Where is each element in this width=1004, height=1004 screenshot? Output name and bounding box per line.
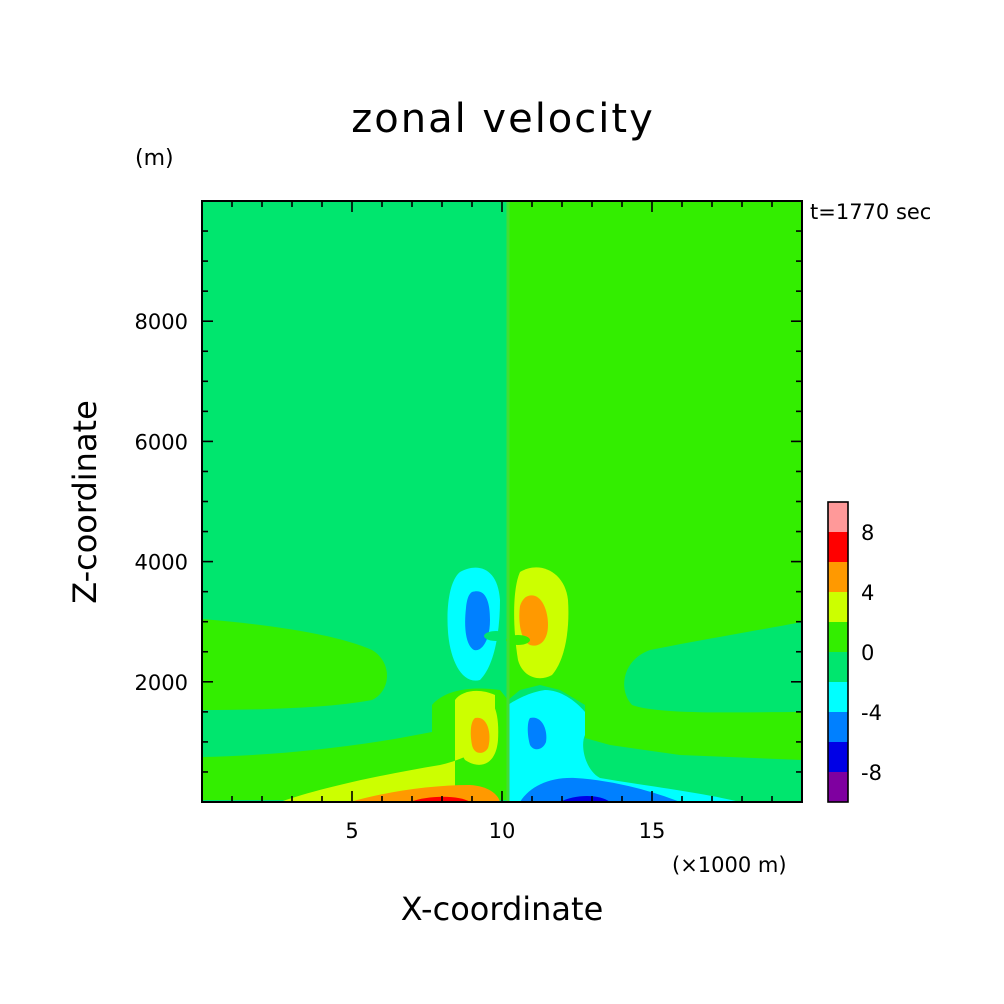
colorbar-swatch bbox=[828, 592, 848, 622]
colorbar-swatch bbox=[828, 532, 848, 562]
time-label: t=1770 sec bbox=[810, 200, 931, 224]
chart-title: zonal velocity bbox=[351, 96, 655, 142]
tick-marks bbox=[201, 201, 803, 802]
band-4-6-left-low bbox=[350, 785, 500, 802]
colorbar-label: 4 bbox=[861, 581, 874, 605]
colorbar-label: -8 bbox=[861, 761, 882, 785]
band-neg4-neg2-right-low bbox=[508, 690, 740, 802]
band-neg6-neg4-upper-left-lobe bbox=[465, 591, 490, 651]
band-6-8-left-low bbox=[410, 796, 470, 802]
y-tick-label: 6000 bbox=[135, 430, 188, 454]
colorbar-swatch bbox=[828, 742, 848, 772]
x-unit-label: (×1000 m) bbox=[672, 853, 787, 877]
colorbar-swatch bbox=[828, 682, 848, 712]
colorbar bbox=[827, 501, 849, 803]
y-tick-label: 2000 bbox=[135, 671, 188, 695]
colorbar-labels: 8 4 0 -4 -8 bbox=[861, 521, 882, 785]
x-tick-labels: 5 10 15 bbox=[345, 819, 665, 843]
y-tick-labels: 2000 4000 6000 8000 bbox=[135, 310, 188, 695]
colorbar-label: -4 bbox=[861, 701, 882, 725]
band-4-6-upper-right-lobe bbox=[519, 595, 548, 646]
colorbar-swatch bbox=[828, 772, 848, 802]
y-tick-label: 4000 bbox=[135, 551, 188, 575]
y-axis-label: Z-coordinate bbox=[66, 400, 104, 604]
band-neg6-neg4-right-low bbox=[520, 777, 680, 802]
colorbar-label: 0 bbox=[861, 641, 874, 665]
colorbar-frame bbox=[827, 501, 849, 803]
band-2-4-left-low bbox=[280, 690, 495, 802]
colorbar-swatch bbox=[828, 622, 848, 652]
band-0-2-left-upper bbox=[202, 619, 387, 710]
band-neg6-neg4-lower-right-lobe bbox=[527, 717, 547, 750]
band-neg8-neg6-right-low bbox=[560, 796, 610, 802]
colorbar-swatch bbox=[828, 652, 848, 682]
band-4-6-lower-left-lobe bbox=[470, 717, 490, 753]
colorbar-swatch bbox=[828, 562, 848, 592]
x-axis-label: X-coordinate bbox=[401, 890, 604, 928]
y-tick-label: 8000 bbox=[135, 310, 188, 334]
x-tick-label: 15 bbox=[639, 819, 666, 843]
colorbar-label: 8 bbox=[861, 521, 874, 545]
colorbar-swatch bbox=[828, 712, 848, 742]
x-tick-label: 10 bbox=[489, 819, 516, 843]
y-unit-label: (m) bbox=[135, 146, 174, 171]
contour-field bbox=[202, 201, 802, 802]
band-0-2-center-upper bbox=[506, 635, 530, 645]
x-tick-label: 5 bbox=[345, 819, 358, 843]
band-neg2-0-right-bulge bbox=[624, 622, 802, 713]
colorbar-swatch bbox=[828, 502, 848, 532]
band-neg2-0-center-upper bbox=[484, 631, 508, 641]
